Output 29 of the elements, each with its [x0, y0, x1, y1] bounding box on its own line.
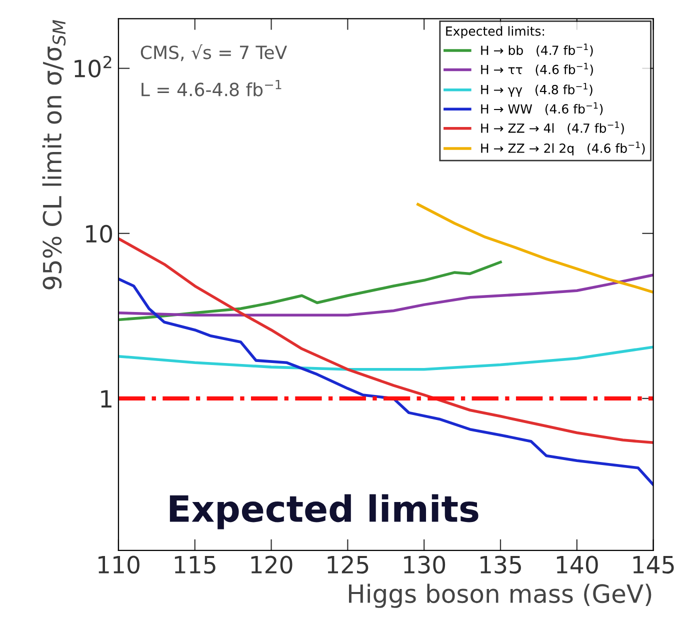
- x-tick-label: 145: [633, 556, 674, 574]
- x-axis-title: Higgs boson mass (GeV): [348, 584, 652, 608]
- x-tick-label: 130: [404, 556, 446, 574]
- legend-label: H → γγ (4.8 fb$^{−1}$): [481, 83, 592, 97]
- x-tick-label: 120: [251, 556, 292, 574]
- line-series: [118, 260, 502, 322]
- line-series: [118, 274, 654, 316]
- y-tick-label: 1: [101, 390, 112, 408]
- line-series: [118, 237, 654, 444]
- x-tick-label: 125: [328, 556, 368, 574]
- y-tick-label: 10: [86, 224, 112, 243]
- line-series: [118, 278, 654, 486]
- legend-label: H → ZZ → 4l (4.7 fb$^{−1}$): [481, 122, 624, 134]
- legend-label: H → ττ (4.6 fb$^{−1}$): [481, 62, 593, 76]
- legend-title: Expected limits:: [446, 26, 544, 38]
- x-tick-label: 135: [480, 556, 521, 574]
- x-tick-label: 140: [556, 556, 598, 574]
- annotation: L = 4.6-4.8 fb$^{−1}$: [142, 80, 282, 96]
- legend-label: H → WW (4.6 fb$^{−1}$): [481, 102, 603, 116]
- line-series: [416, 202, 654, 294]
- x-tick-label: 115: [174, 556, 216, 574]
- legend-label: H → bb (4.7 fb$^{−1}$): [481, 44, 593, 56]
- legend-label: H → ZZ → 2l 2q (4.6 fb$^{−1}$): [481, 142, 645, 156]
- line-series: [118, 346, 654, 371]
- y-axis-title: 95% CL limit on σ/σ$_{SM}$: [42, 20, 66, 290]
- y-tick-label: 10$^{2}$: [74, 56, 112, 78]
- annotation: Expected limits: [170, 494, 478, 530]
- annotation: CMS, √s = 7 TeV: [140, 44, 288, 62]
- x-tick-label: 110: [98, 556, 140, 574]
